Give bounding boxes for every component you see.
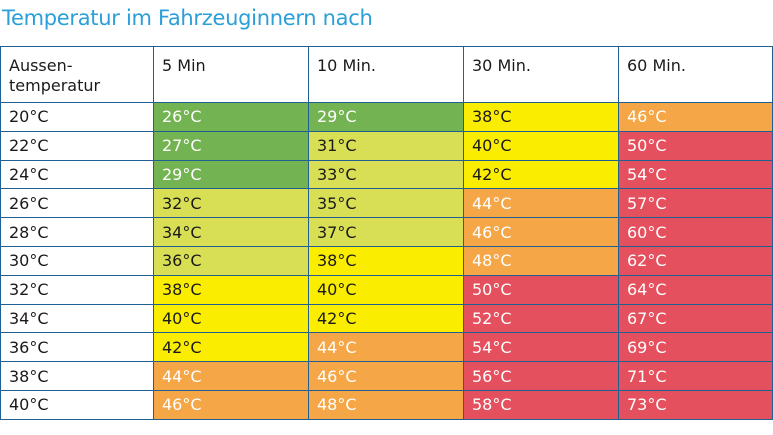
table-cell: 29°C <box>308 102 464 132</box>
table-cell: 44°C <box>153 361 309 391</box>
table-row: 22°C 27°C 31°C 40°C 50°C <box>0 130 773 161</box>
table-cell: 69°C <box>618 332 773 363</box>
row-label: 20°C <box>0 102 154 132</box>
table-cell: 46°C <box>308 361 464 391</box>
column-header: 30 Min. <box>463 46 619 103</box>
row-label: 34°C <box>0 303 154 334</box>
row-label: 40°C <box>0 389 154 420</box>
table-row: 26°C 32°C 35°C 44°C 57°C <box>0 188 773 219</box>
table-row: 34°C 40°C 42°C 52°C 67°C <box>0 303 773 334</box>
table-cell: 42°C <box>463 159 619 190</box>
table-cell: 46°C <box>618 102 773 132</box>
table-cell: 29°C <box>153 159 309 190</box>
row-label: 38°C <box>0 361 154 391</box>
header-row: Aussen-temperatur 5 Min 10 Min. 30 Min. … <box>0 46 773 103</box>
temperature-table: Aussen-temperatur 5 Min 10 Min. 30 Min. … <box>0 46 773 420</box>
table-body: 20°C 26°C 29°C 38°C 46°C 22°C 27°C 31°C 40°C 50°C… <box>0 102 773 420</box>
table-cell: 48°C <box>308 389 464 420</box>
table-cell: 54°C <box>618 159 773 190</box>
table-cell: 44°C <box>308 332 464 363</box>
row-label: 24°C <box>0 159 154 190</box>
row-label: 28°C <box>0 217 154 247</box>
column-header: 10 Min. <box>308 46 464 103</box>
column-header: 5 Min <box>153 46 309 103</box>
table-cell: 42°C <box>308 303 464 334</box>
table-row: 36°C 42°C 44°C 54°C 69°C <box>0 332 773 363</box>
table-cell: 31°C <box>308 130 464 161</box>
table-cell: 62°C <box>618 245 773 276</box>
row-label: 32°C <box>0 274 154 305</box>
table-cell: 50°C <box>463 274 619 305</box>
table-cell: 38°C <box>153 274 309 305</box>
row-label: 36°C <box>0 332 154 363</box>
table-cell: 52°C <box>463 303 619 334</box>
column-header: 60 Min. <box>618 46 773 103</box>
table-row: 20°C 26°C 29°C 38°C 46°C <box>0 102 773 132</box>
table-cell: 42°C <box>153 332 309 363</box>
table-cell: 57°C <box>618 188 773 219</box>
table-cell: 38°C <box>308 245 464 276</box>
table-cell: 56°C <box>463 361 619 391</box>
table-cell: 38°C <box>463 102 619 132</box>
table-cell: 58°C <box>463 389 619 420</box>
table-cell: 40°C <box>153 303 309 334</box>
table-cell: 34°C <box>153 217 309 247</box>
table-cell: 37°C <box>308 217 464 247</box>
table-cell: 40°C <box>308 274 464 305</box>
table-row: 30°C 36°C 38°C 48°C 62°C <box>0 245 773 276</box>
table-cell: 64°C <box>618 274 773 305</box>
table-cell: 32°C <box>153 188 309 219</box>
table-row: 24°C 29°C 33°C 42°C 54°C <box>0 159 773 190</box>
table-cell: 46°C <box>153 389 309 420</box>
table-row: 32°C 38°C 40°C 50°C 64°C <box>0 274 773 305</box>
table-cell: 48°C <box>463 245 619 276</box>
table-cell: 46°C <box>463 217 619 247</box>
table-cell: 33°C <box>308 159 464 190</box>
table-cell: 44°C <box>463 188 619 219</box>
table-cell: 60°C <box>618 217 773 247</box>
table-row: 38°C 44°C 46°C 56°C 71°C <box>0 361 773 391</box>
table-cell: 67°C <box>618 303 773 334</box>
table-cell: 73°C <box>618 389 773 420</box>
table-cell: 50°C <box>618 130 773 161</box>
table-cell: 40°C <box>463 130 619 161</box>
table-cell: 35°C <box>308 188 464 219</box>
table-cell: 27°C <box>153 130 309 161</box>
row-header-label: Aussen-temperatur <box>0 46 154 103</box>
chart-title: Temperatur im Fahrzeuginnern nach <box>2 6 373 30</box>
table-row: 28°C 34°C 37°C 46°C 60°C <box>0 217 773 247</box>
table-row: 40°C 46°C 48°C 58°C 73°C <box>0 389 773 420</box>
table-cell: 36°C <box>153 245 309 276</box>
table-cell: 71°C <box>618 361 773 391</box>
row-label: 22°C <box>0 130 154 161</box>
table-cell: 54°C <box>463 332 619 363</box>
table-cell: 26°C <box>153 102 309 132</box>
row-label: 26°C <box>0 188 154 219</box>
row-label: 30°C <box>0 245 154 276</box>
